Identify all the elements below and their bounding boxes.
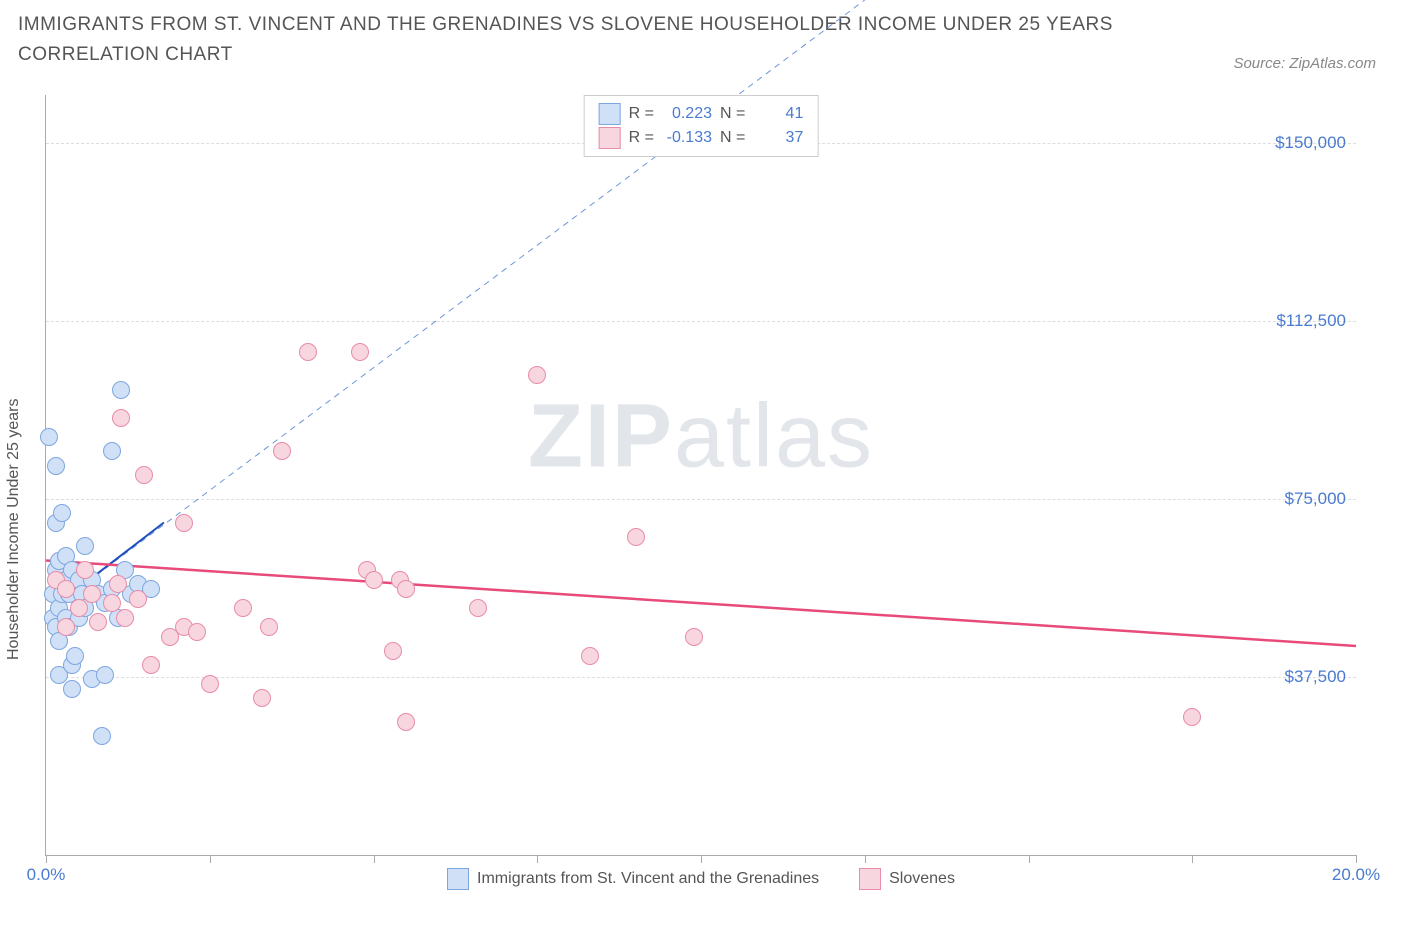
scatter-point (201, 675, 219, 693)
scatter-point (469, 599, 487, 617)
scatter-point (76, 537, 94, 555)
scatter-point (1183, 708, 1201, 726)
correlation-stats-box: R = 0.223 N = 41 R = -0.133 N = 37 (584, 95, 819, 157)
scatter-point (581, 647, 599, 665)
scatter-point (299, 343, 317, 361)
scatter-point (66, 647, 84, 665)
scatter-point (112, 381, 130, 399)
x-tick (701, 855, 702, 863)
watermark: ZIPatlas (528, 386, 874, 489)
scatter-point (365, 571, 383, 589)
n-value-2: 37 (753, 126, 803, 150)
scatter-point (76, 561, 94, 579)
x-tick (46, 855, 47, 863)
scatter-point (129, 590, 147, 608)
gridline (46, 321, 1356, 322)
n-label: N = (720, 126, 745, 150)
scatter-point (188, 623, 206, 641)
swatch-series-1 (599, 103, 621, 125)
y-tick-label: $37,500 (1285, 667, 1346, 687)
scatter-point (260, 618, 278, 636)
scatter-point (142, 656, 160, 674)
scatter-point (351, 343, 369, 361)
legend-label-1: Immigrants from St. Vincent and the Gren… (477, 870, 819, 888)
n-label: N = (720, 102, 745, 126)
scatter-point (528, 366, 546, 384)
legend-label-2: Slovenes (889, 870, 955, 888)
scatter-point (70, 599, 88, 617)
scatter-point (57, 580, 75, 598)
x-tick-label: 0.0% (27, 865, 66, 885)
scatter-point (253, 689, 271, 707)
chart-title: IMMIGRANTS FROM ST. VINCENT AND THE GREN… (18, 10, 1206, 71)
scatter-point (397, 713, 415, 731)
x-tick (210, 855, 211, 863)
legend-item-2: Slovenes (859, 868, 955, 890)
regression-line-extrapolated (53, 0, 865, 608)
scatter-point (109, 575, 127, 593)
y-tick-label: $150,000 (1275, 133, 1346, 153)
x-tick-label: 20.0% (1332, 865, 1380, 885)
scatter-point (89, 613, 107, 631)
stats-row-series-2: R = -0.133 N = 37 (599, 126, 804, 150)
x-tick (1192, 855, 1193, 863)
scatter-point (53, 504, 71, 522)
scatter-point (47, 457, 65, 475)
y-tick-label: $112,500 (1276, 311, 1346, 331)
gridline (46, 677, 1356, 678)
legend-item-1: Immigrants from St. Vincent and the Gren… (447, 868, 819, 890)
x-tick (1356, 855, 1357, 863)
scatter-point (63, 680, 81, 698)
legend-swatch-1 (447, 868, 469, 890)
y-tick-label: $75,000 (1285, 489, 1346, 509)
scatter-point (40, 428, 58, 446)
y-axis-label: Householder Income Under 25 years (5, 399, 23, 660)
scatter-point (627, 528, 645, 546)
scatter-point (96, 666, 114, 684)
n-value-1: 41 (753, 102, 803, 126)
r-value-2: -0.133 (662, 126, 712, 150)
x-tick (865, 855, 866, 863)
scatter-point (175, 514, 193, 532)
r-label: R = (629, 102, 654, 126)
scatter-point (234, 599, 252, 617)
scatter-point (135, 466, 153, 484)
legend-swatch-2 (859, 868, 881, 890)
scatter-point (112, 409, 130, 427)
scatter-point (83, 585, 101, 603)
scatter-point (103, 442, 121, 460)
r-label: R = (629, 126, 654, 150)
gridline (46, 499, 1356, 500)
scatter-point (57, 618, 75, 636)
scatter-point (273, 442, 291, 460)
x-tick (1029, 855, 1030, 863)
r-value-1: 0.223 (662, 102, 712, 126)
x-tick (374, 855, 375, 863)
scatter-point (384, 642, 402, 660)
source-attribution: Source: ZipAtlas.com (1233, 55, 1376, 72)
series-legend: Immigrants from St. Vincent and the Gren… (46, 868, 1356, 890)
scatter-point (116, 609, 134, 627)
stats-row-series-1: R = 0.223 N = 41 (599, 102, 804, 126)
regression-lines-layer (46, 95, 1356, 855)
swatch-series-2 (599, 127, 621, 149)
scatter-point (93, 727, 111, 745)
scatter-point (685, 628, 703, 646)
scatter-point (397, 580, 415, 598)
x-tick (537, 855, 538, 863)
scatter-point (103, 594, 121, 612)
scatter-plot-area: ZIPatlas R = 0.223 N = 41 R = -0.133 N =… (45, 95, 1356, 856)
